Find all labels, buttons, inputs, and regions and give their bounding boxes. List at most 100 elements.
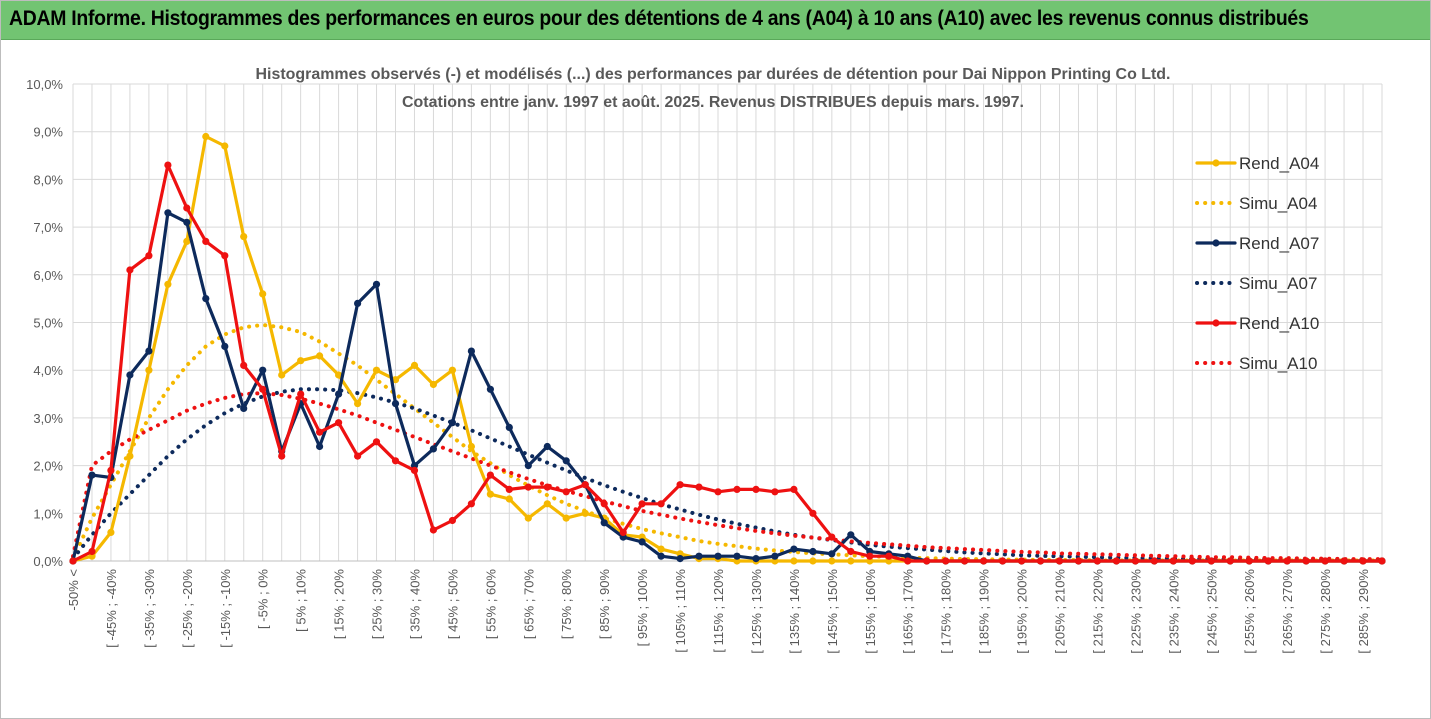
legend-label-Rend_A07: Rend_A07 xyxy=(1239,234,1319,253)
y-tick-label: 9,0% xyxy=(33,125,63,140)
x-tick-label: [ 165% ; 170% xyxy=(901,569,916,654)
data-point-Rend_A07 xyxy=(714,552,722,560)
data-point-Rend_A10 xyxy=(771,488,779,496)
data-point-Rend_A07 xyxy=(676,555,684,563)
data-point-Rend_A07 xyxy=(562,457,570,465)
data-point-Rend_A04 xyxy=(259,290,267,298)
data-point-Rend_A04 xyxy=(448,366,456,374)
data-point-Rend_A04 xyxy=(372,366,381,374)
data-point-Rend_A07 xyxy=(259,366,267,374)
data-point-Rend_A10 xyxy=(1378,557,1386,565)
x-tick-label: [ 25% ; 30% xyxy=(370,569,385,640)
x-tick-label: [ 245% ; 250% xyxy=(1204,569,1219,654)
data-point-Rend_A10 xyxy=(183,204,191,212)
x-tick-label: [ 5% ; 10% xyxy=(294,569,309,632)
data-point-Rend_A04 xyxy=(790,557,798,565)
data-point-Rend_A10 xyxy=(828,533,836,541)
data-point-Rend_A10 xyxy=(335,419,343,427)
data-point-Rend_A10 xyxy=(1074,557,1083,565)
data-point-Rend_A10 xyxy=(1036,557,1045,565)
data-point-Rend_A07 xyxy=(809,547,817,556)
data-point-Rend_A07 xyxy=(145,347,153,355)
data-point-Rend_A04 xyxy=(164,280,172,288)
legend-label-Simu_A04: Simu_A04 xyxy=(1239,194,1317,213)
y-tick-label: 2,0% xyxy=(33,459,63,474)
y-tick-label: 0,0% xyxy=(33,554,63,569)
data-point-Rend_A10 xyxy=(961,557,969,565)
data-point-Rend_A10 xyxy=(657,500,665,508)
x-tick-label: [ 225% ; 230% xyxy=(1128,569,1143,654)
data-point-Rend_A10 xyxy=(790,485,798,493)
legend-label-Rend_A10: Rend_A10 xyxy=(1239,314,1319,333)
data-point-Rend_A07 xyxy=(221,342,229,350)
x-tick-label: [ -15% ; -10% xyxy=(218,569,233,648)
x-tick-label: [ 15% ; 20% xyxy=(332,569,347,640)
x-tick-label: [ 125% ; 130% xyxy=(749,569,764,654)
legend: Rend_A04 Simu_A04 Rend_A07 Simu_A07 Rend_A10… xyxy=(1195,154,1319,373)
y-tick-label: 7,0% xyxy=(33,220,63,235)
data-point-Rend_A07 xyxy=(505,423,513,431)
y-tick-label: 10,0% xyxy=(26,77,63,92)
report-banner: ADAM Informe. Histogrammes des performan… xyxy=(1,1,1430,40)
data-point-Rend_A04 xyxy=(486,490,494,498)
data-point-Rend_A04 xyxy=(107,528,115,537)
data-point-Rend_A10 xyxy=(1018,557,1026,565)
data-point-Rend_A10 xyxy=(1226,557,1234,565)
y-tick-label: 6,0% xyxy=(33,268,63,283)
data-point-Rend_A04 xyxy=(524,514,532,522)
data-point-Rend_A04 xyxy=(278,371,286,379)
data-point-Rend_A10 xyxy=(372,438,381,446)
data-point-Rend_A10 xyxy=(638,500,646,508)
data-point-Rend_A07 xyxy=(354,299,362,307)
data-point-Rend_A04 xyxy=(391,376,400,384)
data-point-Rend_A10 xyxy=(562,488,570,496)
data-point-Rend_A07 xyxy=(486,385,494,393)
data-point-Rend_A04 xyxy=(240,233,248,241)
x-tick-label: [ 35% ; 40% xyxy=(407,569,422,640)
data-point-Rend_A07 xyxy=(372,280,381,288)
x-tick-label: [ 115% ; 120% xyxy=(711,569,726,653)
x-tick-label: [ 155% ; 160% xyxy=(863,569,878,654)
data-point-Rend_A07 xyxy=(524,462,532,470)
data-point-Rend_A10 xyxy=(847,547,855,556)
data-point-Rend_A07 xyxy=(638,538,646,546)
data-point-Rend_A10 xyxy=(69,557,77,565)
x-axis-ticks: -50% < [ -45% ; -40% [ -35% ; -30% [ -25% ;… xyxy=(66,569,1371,654)
data-point-Rend_A10 xyxy=(676,481,684,489)
data-point-Rend_A10 xyxy=(448,516,456,525)
data-point-Rend_A10 xyxy=(1302,557,1310,565)
data-point-Rend_A10 xyxy=(752,485,760,493)
data-point-Rend_A04 xyxy=(429,380,437,389)
data-point-Rend_A10 xyxy=(88,547,96,556)
data-point-Rend_A10 xyxy=(1283,557,1291,565)
data-point-Rend_A04 xyxy=(410,361,419,369)
x-tick-label: [ 185% ; 190% xyxy=(977,569,992,654)
y-tick-label: 4,0% xyxy=(33,363,63,378)
data-point-Rend_A04 xyxy=(467,442,475,451)
x-tick-label: [ -25% ; -20% xyxy=(180,569,195,648)
data-point-Rend_A10 xyxy=(486,471,494,479)
data-point-Rend_A10 xyxy=(1207,557,1215,565)
x-tick-label: [ 275% ; 280% xyxy=(1318,569,1333,654)
data-point-Rend_A04 xyxy=(543,500,551,508)
data-point-Rend_A10 xyxy=(1321,557,1329,565)
data-point-Rend_A10 xyxy=(923,557,931,565)
data-point-Rend_A10 xyxy=(259,385,267,393)
series-line-Simu_A07 xyxy=(71,387,1384,563)
data-point-Rend_A10 xyxy=(1131,557,1139,565)
x-tick-label: [ 215% ; 220% xyxy=(1090,569,1105,654)
data-point-Rend_A10 xyxy=(297,390,305,398)
x-tick-label: [ 85% ; 90% xyxy=(597,569,612,640)
data-point-Rend_A07 xyxy=(335,390,343,398)
series-line-Simu_A10 xyxy=(71,391,1384,562)
data-point-Rend_A10 xyxy=(904,557,912,565)
y-tick-label: 8,0% xyxy=(33,172,63,187)
data-point-Rend_A07 xyxy=(657,552,665,560)
data-point-Rend_A10 xyxy=(1150,557,1158,565)
data-point-Rend_A10 xyxy=(999,557,1007,565)
data-point-Rend_A10 xyxy=(429,526,437,534)
y-tick-label: 1,0% xyxy=(33,506,63,521)
data-point-Rend_A04 xyxy=(828,557,836,565)
data-point-Rend_A10 xyxy=(240,361,248,369)
